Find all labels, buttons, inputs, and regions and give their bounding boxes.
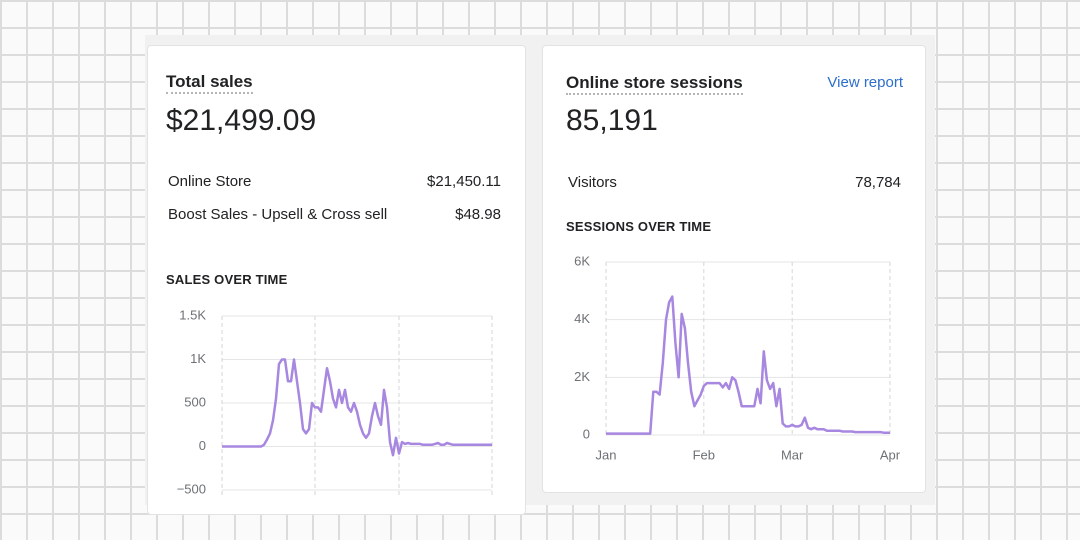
chart-title: SALES OVER TIME xyxy=(166,272,288,287)
row-label: Online Store xyxy=(168,173,252,190)
x-tick-label: Mar xyxy=(781,447,804,462)
card-title: Total sales xyxy=(166,72,253,94)
row-label: Boost Sales - Upsell & Cross sell xyxy=(168,206,388,223)
x-tick-label: Apr xyxy=(880,447,901,462)
y-tick-label: 4K xyxy=(574,311,590,326)
y-tick-label: 0 xyxy=(199,438,206,453)
card-title: Online store sessions xyxy=(566,73,743,95)
x-tick-label: Jan xyxy=(596,447,617,462)
y-tick-label: −500 xyxy=(177,481,206,496)
y-tick-label: 1.5K xyxy=(179,307,206,322)
line xyxy=(606,295,890,435)
view-report-link[interactable]: View report xyxy=(827,74,903,91)
line xyxy=(222,358,492,457)
y-tick-label: 500 xyxy=(184,394,206,409)
chart-title: SESSIONS OVER TIME xyxy=(566,219,712,234)
row-value: $48.98 xyxy=(455,206,501,223)
row-label: Visitors xyxy=(568,174,617,191)
y-tick-label: 1K xyxy=(190,351,206,366)
total: $21,499.09 xyxy=(166,104,317,137)
x-tick-label: Feb xyxy=(693,447,715,462)
total: 85,191 xyxy=(566,104,658,137)
row-value: $21,450.11 xyxy=(427,173,501,190)
y-tick-label: 6K xyxy=(574,253,590,268)
y-tick-label: 0 xyxy=(583,426,590,441)
y-tick-label: 2K xyxy=(574,369,590,384)
row-value: 78,784 xyxy=(855,174,901,191)
sales-card: Total sales $21,499.09 Online Store $21,… xyxy=(147,45,526,515)
